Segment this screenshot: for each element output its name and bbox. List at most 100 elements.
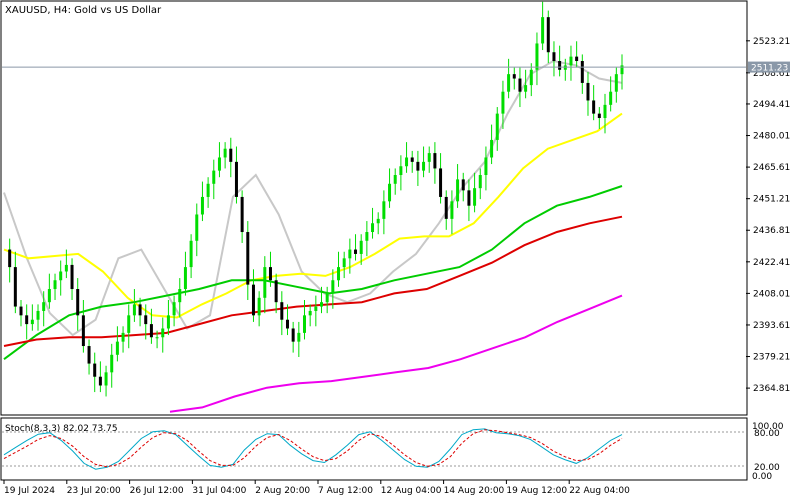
- candle-body: [30, 319, 34, 325]
- time-axis: 19 Jul 2024 23 Jul 20:00 26 Jul 12:00 31 Ju…: [3, 480, 630, 496]
- price-tick-label: 2408.01: [753, 289, 790, 299]
- ma-line-yellow: [3, 112, 623, 319]
- price-tick-label: 2364.81: [753, 384, 790, 394]
- stochastic-lines: [3, 428, 623, 470]
- time-tick-label: 7 Aug 12:00: [318, 486, 373, 496]
- price-panel-frame: [0, 0, 748, 416]
- candle-body: [200, 196, 204, 215]
- candle-body: [450, 201, 454, 219]
- candle-body: [558, 61, 562, 70]
- candle-body: [603, 104, 607, 119]
- candle-body: [427, 153, 431, 162]
- candle-body: [13, 267, 17, 307]
- candle-body: [507, 74, 511, 92]
- current-price-box: [748, 61, 790, 73]
- candle-body: [104, 372, 108, 386]
- current-price-label: 2511.23: [751, 64, 788, 74]
- candle-body: [206, 183, 210, 197]
- candle-body: [563, 65, 567, 70]
- candle-body: [257, 297, 261, 316]
- candle-body: [280, 302, 284, 320]
- candle-body: [444, 196, 448, 219]
- candle-body: [87, 346, 91, 364]
- candle-body: [393, 175, 397, 184]
- candle-body: [405, 157, 409, 167]
- stoch-level-80: 80.00: [754, 429, 780, 439]
- ma-line-gray: [3, 59, 623, 337]
- candle-body: [348, 249, 352, 259]
- time-tick-label: 31 Jul 04:00: [192, 486, 246, 496]
- candles: [8, 1, 624, 397]
- candle-body: [42, 302, 46, 311]
- candle-body: [166, 315, 170, 329]
- candle-body: [36, 310, 40, 320]
- candle-body: [524, 85, 528, 92]
- price-tick-label: 2465.61: [753, 163, 790, 173]
- stoch-level-20: 20.00: [754, 463, 780, 473]
- stoch-level-100: 100.00: [752, 422, 784, 432]
- candle-body: [456, 179, 460, 202]
- candle-body: [325, 293, 329, 303]
- candle-body: [246, 232, 250, 285]
- candle-body: [240, 196, 244, 233]
- candle-body: [93, 363, 97, 377]
- candle-body: [144, 315, 148, 325]
- candle-body: [382, 201, 386, 219]
- candle-body: [580, 61, 584, 83]
- time-tick-label: 22 Aug 04:00: [569, 486, 630, 496]
- candle-body: [495, 113, 499, 140]
- candle-body: [371, 223, 375, 233]
- candle-body: [388, 183, 392, 202]
- candle-body: [297, 332, 301, 342]
- time-tick-label: 14 Aug 20:00: [444, 486, 505, 496]
- candle-body: [416, 161, 420, 171]
- candle-body: [609, 91, 613, 105]
- candle-body: [285, 319, 289, 329]
- candle-body: [263, 267, 267, 298]
- candle-body: [8, 249, 12, 268]
- candle-body: [149, 324, 153, 338]
- candle-body: [359, 240, 363, 254]
- candle-body: [541, 17, 545, 44]
- candle-body: [535, 43, 539, 70]
- candle-body: [291, 328, 295, 342]
- candle-body: [76, 289, 80, 316]
- candle-body: [138, 304, 142, 316]
- stoch-level-0: 0.00: [752, 472, 772, 482]
- candle-body: [189, 240, 193, 268]
- candle-body: [308, 310, 312, 316]
- candle-body: [161, 328, 165, 338]
- price-tick-label: 2523.21: [753, 37, 790, 47]
- price-tick-label: 2436.81: [753, 226, 790, 236]
- price-tick-label: 2393.61: [753, 321, 790, 331]
- candle-body: [53, 280, 57, 290]
- candle-body: [81, 315, 85, 347]
- ma-line-magenta: [169, 294, 623, 413]
- candle-body: [70, 264, 74, 290]
- price-tick-label: 2422.41: [753, 258, 790, 268]
- price-axis: 2523.21 2508.61 2494.41 2480.01 2465.61 2451.…: [746, 37, 790, 394]
- ma-line-green: [3, 185, 623, 361]
- candle-body: [320, 302, 324, 307]
- candle-body: [342, 258, 346, 268]
- time-tick-label: 12 Aug 04:00: [381, 486, 442, 496]
- candle-body: [376, 218, 380, 224]
- ma-line-red: [3, 215, 623, 347]
- candle-body: [64, 264, 68, 272]
- candle-body: [25, 315, 29, 325]
- price-tick-label: 2451.21: [753, 195, 790, 205]
- candle-body: [473, 188, 477, 206]
- candle-body: [410, 157, 414, 162]
- candle-body: [365, 232, 369, 241]
- chart-title: XAUUSD, H4: Gold vs US Dollar: [5, 5, 162, 16]
- candle-body: [433, 153, 437, 169]
- candle-body: [439, 168, 443, 197]
- candle-body: [399, 166, 403, 176]
- time-tick-label: 19 Aug 12:00: [506, 486, 567, 496]
- time-tick-label: 2 Aug 20:00: [255, 486, 310, 496]
- candle-body: [461, 179, 465, 191]
- candle-body: [274, 280, 278, 303]
- candle-body: [251, 284, 255, 316]
- candle-body: [172, 302, 176, 316]
